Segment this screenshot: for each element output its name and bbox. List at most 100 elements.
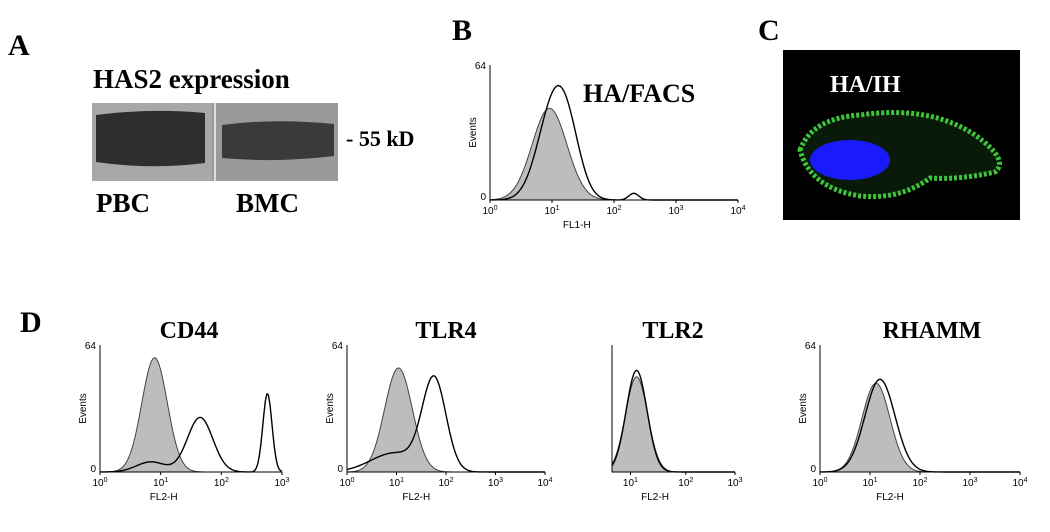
x-tick-label: 100 (339, 477, 354, 489)
x-tick-label: 101 (623, 477, 638, 489)
tick-exponent: 0 (494, 205, 498, 212)
x-tick-label: 100 (812, 477, 827, 489)
y-tick-label: 64 (805, 341, 817, 352)
tick-exponent: 1 (556, 205, 560, 212)
x-tick-label: 100 (482, 205, 497, 217)
tick-base: 10 (274, 478, 286, 489)
tick-base: 10 (606, 206, 618, 217)
histogram-sample (819, 378, 1020, 473)
tick-exponent: 4 (549, 477, 553, 484)
tick-base: 10 (339, 478, 351, 489)
panel-letter: D (20, 306, 42, 339)
y-axis-label: Events (78, 393, 89, 424)
tick-base: 10 (92, 478, 104, 489)
tick-exponent: 3 (680, 205, 684, 212)
tick-base: 10 (912, 478, 924, 489)
tick-exponent: 1 (634, 477, 638, 484)
panel-letter: A (8, 29, 30, 62)
x-tick-label: 100 (92, 477, 107, 489)
tick-base: 10 (438, 478, 450, 489)
tick-base: 10 (1012, 478, 1024, 489)
tick-exponent: 4 (1024, 477, 1028, 484)
histogram-control (346, 367, 545, 473)
tick-base: 10 (623, 478, 635, 489)
tick-exponent: 2 (450, 477, 454, 484)
plot-title: TLR4 (415, 318, 476, 344)
tick-exponent: 0 (351, 477, 355, 484)
x-tick-label: 102 (912, 477, 927, 489)
tick-exponent: 2 (924, 477, 928, 484)
x-tick-label: 104 (537, 477, 552, 489)
tick-base: 10 (678, 478, 690, 489)
x-tick-label: 103 (274, 477, 289, 489)
panel-letter: B (452, 14, 472, 47)
y-tick-label: 0 (480, 192, 486, 203)
tick-base: 10 (214, 478, 226, 489)
y-tick-label: 0 (90, 464, 96, 475)
x-tick-label: 102 (214, 477, 229, 489)
tick-base: 10 (482, 206, 494, 217)
tick-base: 10 (488, 478, 500, 489)
tick-exponent: 3 (499, 477, 503, 484)
x-tick-label: 104 (1012, 477, 1027, 489)
y-tick-label: 0 (810, 464, 816, 475)
x-tick-label: 102 (678, 477, 693, 489)
tick-exponent: 1 (874, 477, 878, 484)
tick-exponent: 3 (739, 477, 743, 484)
y-axis-label: Events (325, 393, 336, 424)
x-tick-label: 102 (606, 205, 621, 217)
histogram-control (611, 376, 735, 473)
y-tick-label: 64 (475, 61, 487, 72)
plot-title: CD44 (160, 318, 219, 344)
y-tick-label: 64 (85, 341, 97, 352)
x-tick-label: 102 (438, 477, 453, 489)
y-tick-label: 0 (337, 464, 343, 475)
tick-base: 10 (730, 206, 742, 217)
tick-exponent: 0 (104, 477, 108, 484)
marker-label: - 55 kD (346, 126, 414, 151)
plot-title: RHAMM (883, 318, 982, 344)
tick-base: 10 (153, 478, 165, 489)
y-tick-label: 64 (332, 341, 344, 352)
x-tick-label: 101 (153, 477, 168, 489)
tick-exponent: 4 (742, 205, 746, 212)
tick-exponent: 0 (824, 477, 828, 484)
x-axis-label: FL2-H (876, 492, 904, 503)
tick-base: 10 (389, 478, 401, 489)
micrograph (783, 50, 1020, 220)
y-axis-label: Events (468, 117, 479, 148)
tick-base: 10 (727, 478, 739, 489)
x-axis-label: FL2-H (150, 492, 178, 503)
x-tick-label: 101 (862, 477, 877, 489)
lane-label: BMC (236, 188, 299, 218)
y-axis-label: Events (798, 393, 809, 424)
tick-exponent: 2 (618, 205, 622, 212)
tick-exponent: 3 (286, 477, 290, 484)
x-tick-label: 101 (544, 205, 559, 217)
histogram-control (99, 357, 282, 473)
x-tick-label: 103 (488, 477, 503, 489)
tick-exponent: 2 (689, 477, 693, 484)
histogram-control (489, 107, 738, 201)
x-axis-label: FL1-H (563, 220, 591, 231)
x-tick-label: 101 (389, 477, 404, 489)
panel-letter: C (758, 14, 780, 47)
tick-exponent: 1 (400, 477, 404, 484)
plot-title: HA/FACS (583, 79, 695, 108)
tick-exponent: 3 (974, 477, 978, 484)
tick-base: 10 (544, 206, 556, 217)
western-blot (92, 103, 338, 181)
tick-exponent: 2 (225, 477, 229, 484)
x-tick-label: 103 (668, 205, 683, 217)
tick-base: 10 (668, 206, 680, 217)
plot-title: TLR2 (642, 318, 703, 344)
tick-base: 10 (812, 478, 824, 489)
tick-base: 10 (862, 478, 874, 489)
histogram-sample (346, 375, 545, 473)
x-tick-label: 104 (730, 205, 745, 217)
x-axis-label: FL2-H (402, 492, 430, 503)
x-axis-label: FL2-H (641, 492, 669, 503)
x-tick-label: 103 (962, 477, 977, 489)
lane-label: PBC (96, 188, 150, 218)
blot-title: HAS2 expression (93, 64, 290, 94)
